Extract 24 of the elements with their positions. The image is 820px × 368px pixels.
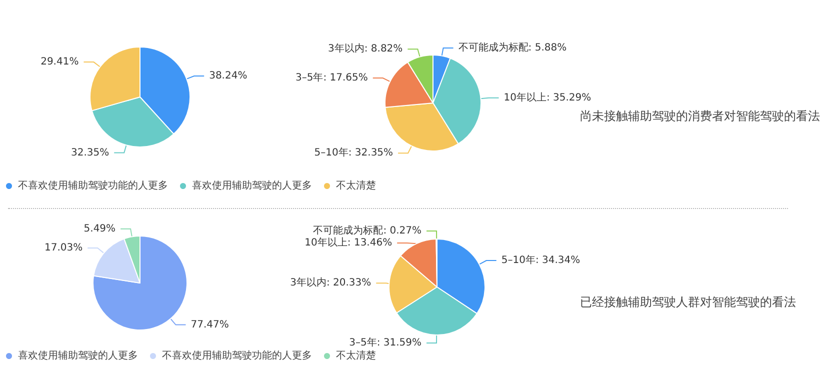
- data-label: 17.03%: [44, 242, 83, 254]
- slice-label: 5–10年: 34.34%: [501, 254, 580, 266]
- data-label: 38.24%: [209, 70, 248, 82]
- slice-label: 3–5年: 31.59%: [349, 336, 422, 348]
- slice-label: 3–5年: 17.65%: [295, 72, 368, 84]
- legend-label: 不喜欢使用辅助驾驶功能的人更多: [18, 180, 168, 192]
- data-label: 32.35%: [70, 147, 110, 158]
- legend-label: 不太清楚: [336, 180, 376, 192]
- data-label: 77.47%: [190, 319, 229, 330]
- legend-label: 喜欢使用辅助驾驶的人更多: [18, 350, 138, 362]
- slice-label: 5–10年: 32.35%: [314, 146, 394, 159]
- slice-label: 3年以内: 20.33%: [290, 276, 372, 289]
- data-label: 29.41%: [40, 56, 79, 68]
- legend-label: 不太清楚: [336, 350, 376, 362]
- slice-label: 不可能成为标配: 5.88%: [458, 41, 567, 54]
- slice-label: 3年以内: 8.82%: [328, 42, 403, 55]
- legend-label: 喜欢使用辅助驾驶的人更多: [192, 180, 312, 192]
- text: 尚未接触辅助驾驶的消费者对智能驾驶的看法: [580, 109, 820, 123]
- slice-label: 不可能成为标配: 0.27%: [313, 224, 422, 236]
- slice-label: 10年以上: 13.46%: [304, 236, 392, 248]
- data-label: 5.49%: [84, 223, 116, 234]
- slice-label: 10年以上: 35.29%: [504, 91, 592, 104]
- legend-label: 不喜欢使用辅助驾驶功能的人更多: [162, 350, 312, 362]
- text: 已经接触辅助驾驶人群对智能驾驶的看法: [580, 295, 796, 309]
